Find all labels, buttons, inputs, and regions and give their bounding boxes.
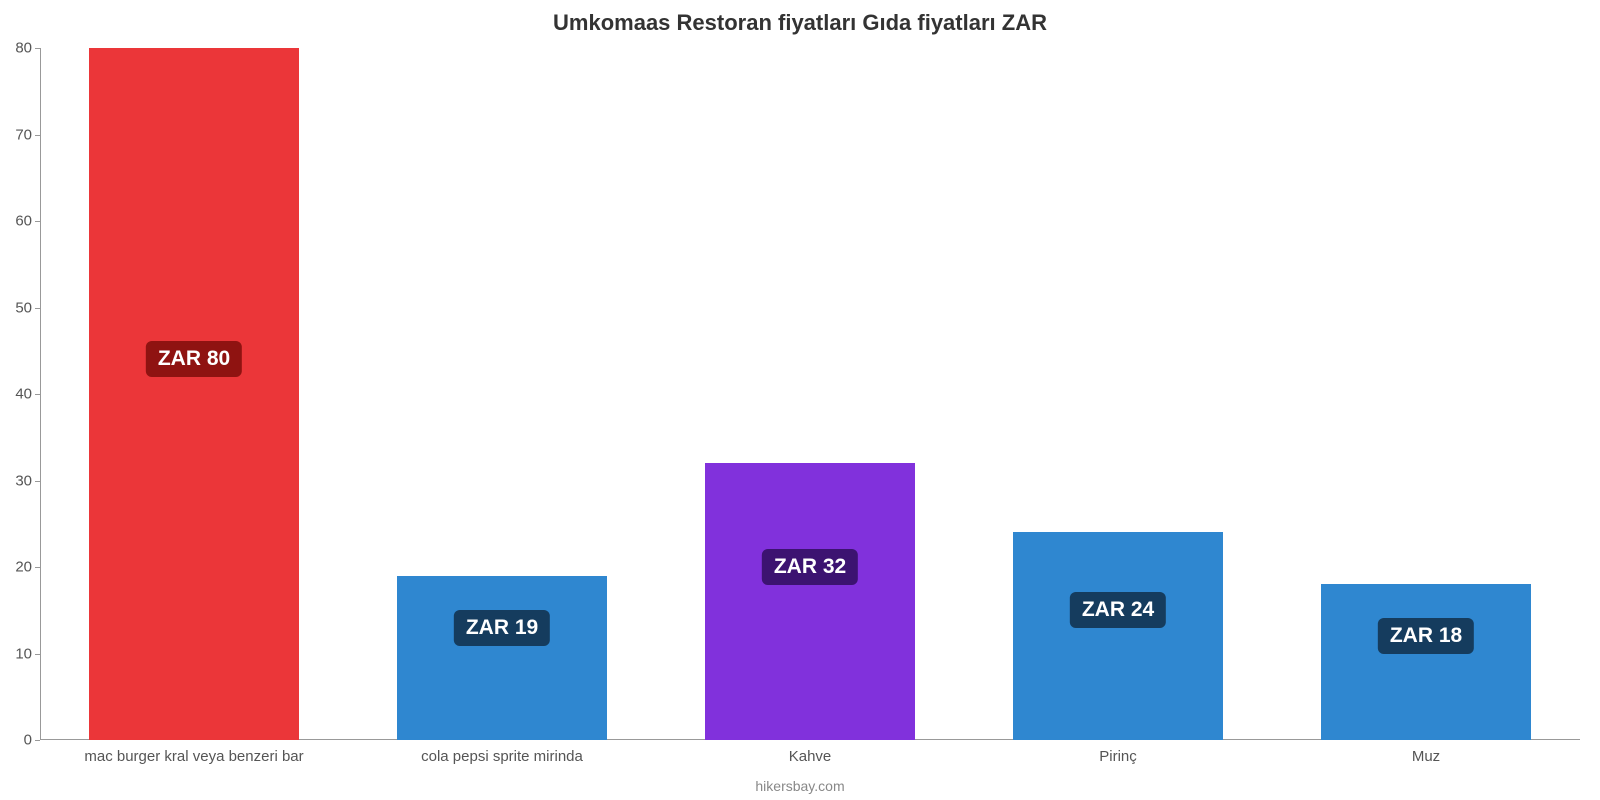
ytick-label: 30 [15,472,40,489]
value-label: ZAR 18 [1378,618,1474,654]
bar [705,463,914,740]
bar [397,576,606,740]
y-axis-line [40,48,41,740]
chart-footer: hikersbay.com [0,778,1600,794]
xtick-label: cola pepsi sprite mirinda [421,740,583,765]
ytick-label: 60 [15,213,40,230]
value-label: ZAR 19 [454,610,550,646]
xtick-label: Pirinç [1099,740,1137,765]
xtick-label: mac burger kral veya benzeri bar [84,740,303,765]
value-label: ZAR 80 [146,341,242,377]
ytick-label: 70 [15,126,40,143]
ytick-label: 0 [24,732,40,749]
ytick-label: 10 [15,645,40,662]
chart-title: Umkomaas Restoran fiyatları Gıda fiyatla… [0,10,1600,36]
bar [1013,532,1222,740]
plot-area: 01020304050607080mac burger kral veya be… [40,48,1580,740]
xtick-label: Kahve [789,740,832,765]
ytick-label: 40 [15,386,40,403]
value-label: ZAR 24 [1070,592,1166,628]
bar [1321,584,1530,740]
ytick-label: 80 [15,40,40,57]
xtick-label: Muz [1412,740,1440,765]
ytick-label: 20 [15,559,40,576]
value-label: ZAR 32 [762,549,858,585]
ytick-label: 50 [15,299,40,316]
bar [89,48,298,740]
